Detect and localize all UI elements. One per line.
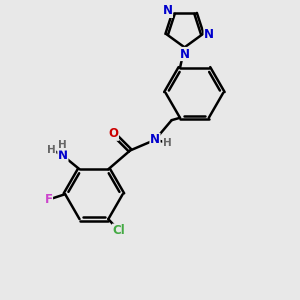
Text: H: H	[47, 145, 56, 155]
Text: H: H	[58, 140, 67, 150]
Text: N: N	[162, 4, 172, 17]
Text: H: H	[163, 138, 172, 148]
Text: N: N	[204, 28, 214, 41]
Text: N: N	[179, 47, 190, 61]
Text: N: N	[58, 149, 68, 162]
Text: O: O	[109, 127, 118, 140]
Text: Cl: Cl	[112, 224, 125, 237]
Text: F: F	[44, 193, 52, 206]
Text: N: N	[150, 134, 160, 146]
